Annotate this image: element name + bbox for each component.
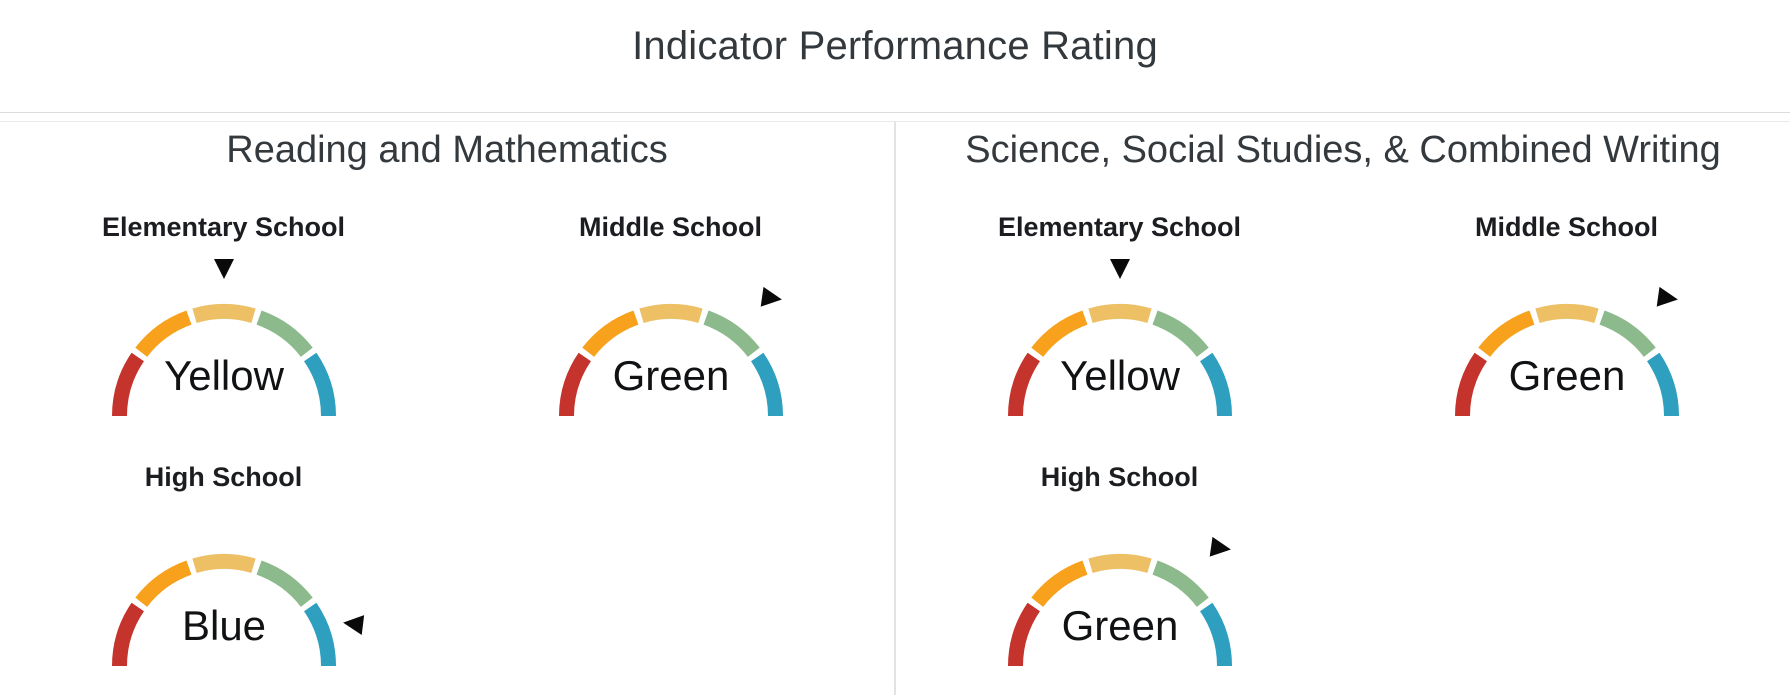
page-header: Indicator Performance Rating xyxy=(0,0,1790,113)
gauge-middle-school: Middle School Green xyxy=(447,170,894,426)
gauge-segment-yellow xyxy=(191,304,256,323)
gauge-rating-label: Green xyxy=(1508,352,1625,399)
gauge-segment-red xyxy=(1007,352,1040,417)
gauge-segment-green xyxy=(255,310,313,357)
gauge-segment-yellow xyxy=(1534,304,1599,323)
gauge-needle-icon xyxy=(1209,536,1231,557)
gauge-title: Elementary School xyxy=(997,212,1242,242)
gauge-needle-icon xyxy=(1656,286,1678,307)
gauge-segment-yellow xyxy=(1087,304,1152,323)
gauge-segment-blue xyxy=(303,602,336,667)
gauge-middle-school: Middle School Green xyxy=(1343,170,1790,426)
gauge-arc xyxy=(111,554,336,667)
gauge-segment-red xyxy=(558,352,591,417)
gauge-segment-blue xyxy=(1646,352,1679,417)
gauge-segment-green xyxy=(1598,310,1656,357)
gauge-segment-orange xyxy=(134,310,192,357)
gauge-arc xyxy=(1454,304,1679,417)
gauge-needle-icon xyxy=(342,615,364,636)
gauge-segment-red xyxy=(111,352,144,417)
gauge-rating-label: Yellow xyxy=(1060,352,1181,399)
page-title: Indicator Performance Rating xyxy=(632,24,1158,68)
gauge-rating-label: Green xyxy=(612,352,729,399)
gauge-needle-icon xyxy=(760,286,782,307)
gauge-chart: Yellow xyxy=(111,259,336,417)
gauge-segment-blue xyxy=(303,352,336,417)
gauge-arc xyxy=(558,304,783,417)
gauge-needle-icon xyxy=(213,259,234,279)
gauge-chart: Green xyxy=(1007,536,1232,667)
gauge-needle-icon xyxy=(1109,259,1130,279)
gauge-grid: Elementary School Yellow Middle School G… xyxy=(0,170,894,676)
gauge-chart: Yellow xyxy=(1007,259,1232,417)
gauge-elementary-school: Elementary School Yellow xyxy=(0,170,447,426)
gauge-chart: Green xyxy=(1454,286,1679,417)
panel-science-social-studies-writing: Science, Social Studies, & Combined Writ… xyxy=(896,122,1790,695)
gauge-segment-blue xyxy=(1199,352,1232,417)
gauge-title: High School xyxy=(144,462,303,492)
gauge-rating-label: Yellow xyxy=(164,352,285,399)
gauge-segment-orange xyxy=(1030,310,1088,357)
gauge-rating-label: Blue xyxy=(181,602,265,649)
gauge-segment-red xyxy=(111,602,144,667)
gauge-chart: Green xyxy=(558,286,783,417)
gauge-segment-yellow xyxy=(638,304,703,323)
gauge-elementary-school: Elementary School Yellow xyxy=(896,170,1343,426)
gauge-title: High School xyxy=(1040,462,1199,492)
panel-header: Science, Social Studies, & Combined Writ… xyxy=(965,129,1721,171)
gauge-segment-red xyxy=(1454,352,1487,417)
gauge-arc xyxy=(1007,304,1232,417)
gauge-segment-orange xyxy=(134,560,192,607)
gauge-segment-green xyxy=(1151,560,1209,607)
gauge-grid: Elementary School Yellow Middle School G… xyxy=(896,170,1790,676)
gauge-arc xyxy=(111,304,336,417)
gauge-segment-green xyxy=(702,310,760,357)
gauge-segment-yellow xyxy=(191,554,256,573)
gauge-high-school: High School Blue xyxy=(0,426,447,676)
gauge-rating-label: Green xyxy=(1061,602,1178,649)
panel-header: Reading and Mathematics xyxy=(226,129,668,171)
gauge-segment-orange xyxy=(1030,560,1088,607)
gauge-segment-orange xyxy=(581,310,639,357)
gauge-segment-red xyxy=(1007,602,1040,667)
gauge-title: Middle School xyxy=(578,212,762,242)
gauge-segment-blue xyxy=(1199,602,1232,667)
gauge-segment-yellow xyxy=(1087,554,1152,573)
gauge-high-school: High School Green xyxy=(896,426,1343,676)
gauge-segment-green xyxy=(255,560,313,607)
gauge-segment-orange xyxy=(1477,310,1535,357)
gauge-title: Elementary School xyxy=(101,212,346,242)
panels-container: Reading and Mathematics Elementary Schoo… xyxy=(0,121,1790,695)
gauge-title: Middle School xyxy=(1474,212,1658,242)
gauge-segment-blue xyxy=(750,352,783,417)
gauge-arc xyxy=(1007,554,1232,667)
panel-reading-and-mathematics: Reading and Mathematics Elementary Schoo… xyxy=(0,122,896,695)
gauge-segment-green xyxy=(1151,310,1209,357)
gauge-chart: Blue xyxy=(111,554,364,667)
